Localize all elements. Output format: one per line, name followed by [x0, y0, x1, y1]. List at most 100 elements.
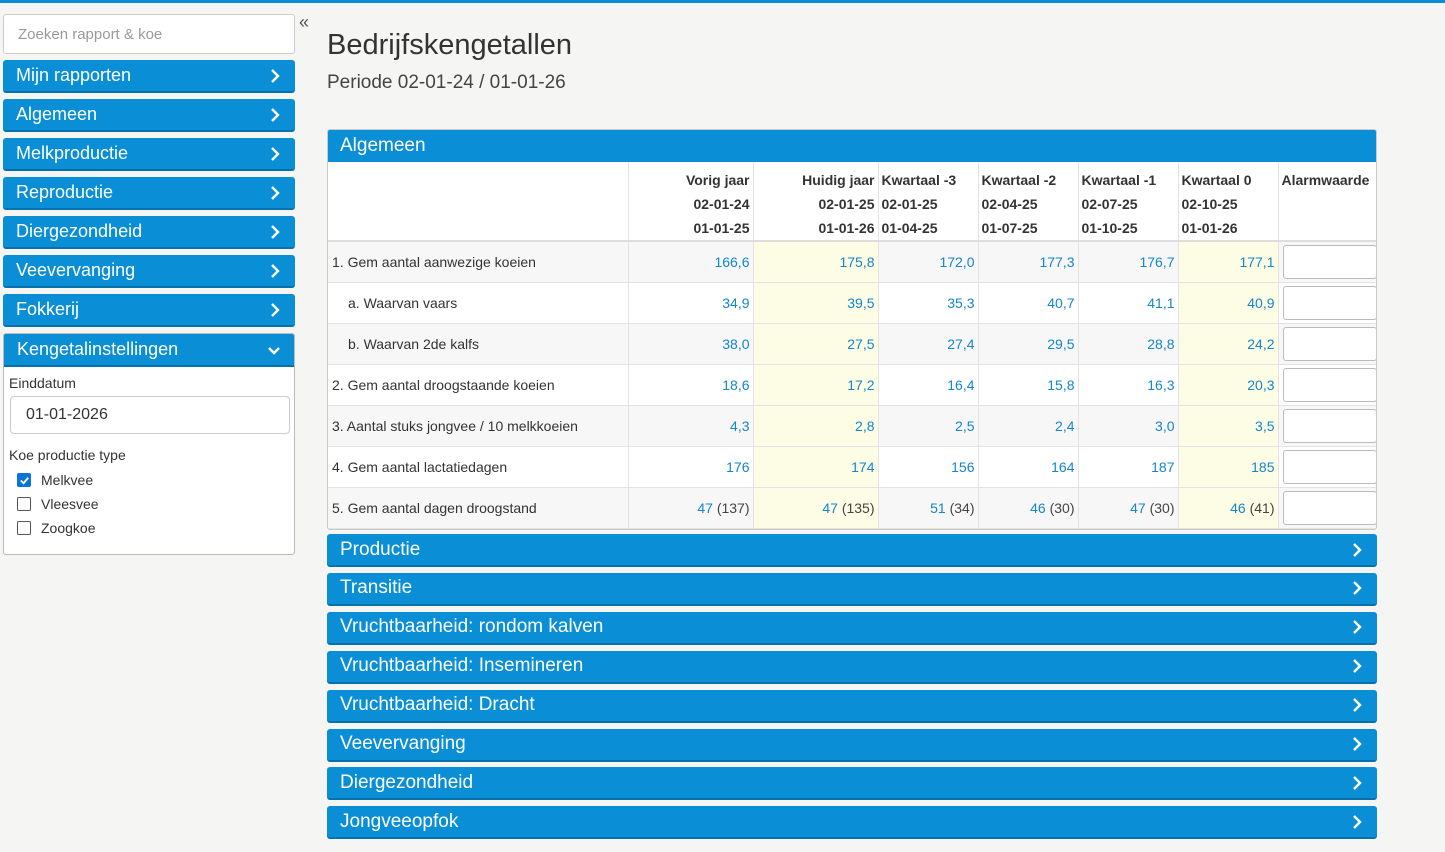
alarm-input[interactable] — [1282, 449, 1376, 484]
cell-value-link[interactable]: 34,9 — [722, 294, 750, 311]
cell-value-link[interactable]: 47 — [1130, 499, 1146, 516]
cell-value-link[interactable]: 47 — [697, 499, 713, 516]
cell-value-link[interactable]: 24,2 — [1247, 335, 1275, 352]
checkbox-row-vleesvee[interactable]: Vleesvee — [9, 492, 289, 516]
sidebar-item-label: Kengetalinstellingen — [17, 339, 179, 359]
table-cell: 2,4 — [978, 405, 1079, 447]
cell-value-link[interactable]: 46 — [1030, 499, 1046, 516]
cell-value-link[interactable]: 16,3 — [1147, 376, 1175, 393]
cell-value-link[interactable]: 156 — [951, 458, 975, 475]
checkbox[interactable] — [17, 521, 31, 535]
cell-value-link[interactable]: 164 — [1051, 458, 1075, 475]
alarm-input[interactable] — [1282, 490, 1376, 525]
cell-value-link[interactable]: 17,2 — [847, 376, 875, 393]
cell-value-link[interactable]: 41,1 — [1147, 294, 1175, 311]
alarm-cell — [1278, 364, 1376, 406]
chevron-right-icon — [271, 263, 280, 278]
column-end-date: 01-01-25 — [693, 220, 750, 236]
cell-value-link[interactable]: 2,8 — [855, 417, 875, 434]
cell-value-link[interactable]: 51 — [930, 499, 946, 516]
cell-value-link[interactable]: 38,0 — [722, 335, 750, 352]
cell-value-link[interactable]: 177,1 — [1239, 253, 1275, 270]
settings-panel: Kengetalinstellingen Einddatum 01-01-202… — [3, 333, 295, 555]
column-end-date: 01-01-26 — [1181, 220, 1238, 236]
cell-value-link[interactable]: 172,0 — [939, 253, 975, 270]
cell-value-link[interactable]: 176,7 — [1139, 253, 1175, 270]
row-label: b. Waarvan 2de kalfs — [328, 323, 629, 365]
alarm-input[interactable] — [1282, 326, 1376, 361]
alarm-input[interactable] — [1282, 244, 1376, 279]
table-row: 4. Gem aantal lactatiedagen 176 174 156 164 1… — [328, 446, 1376, 488]
cell-value-link[interactable]: 175,8 — [839, 253, 875, 270]
alarm-input[interactable] — [1282, 285, 1376, 320]
einddatum-input[interactable]: 01-01-2026 — [10, 396, 290, 434]
column-title: Kwartaal -1 — [1081, 172, 1157, 188]
sidebar-item-mijn-rapporten[interactable]: Mijn rapporten — [3, 60, 295, 93]
sidebar-item-fokkerij[interactable]: Fokkerij — [3, 294, 295, 327]
cell-value-link[interactable]: 39,5 — [847, 294, 875, 311]
cell-value-link[interactable]: 27,5 — [847, 335, 875, 352]
sidebar-item-kengetalinstellingen[interactable]: Kengetalinstellingen — [4, 334, 294, 367]
checkbox[interactable] — [17, 497, 31, 511]
cell-value-link[interactable]: 176 — [726, 458, 750, 475]
section-vruchtbaarheid-dracht[interactable]: Vruchtbaarheid: Dracht — [327, 689, 1377, 723]
cell-value-link[interactable]: 3,5 — [1255, 417, 1275, 434]
cell-value-link[interactable]: 15,8 — [1047, 376, 1075, 393]
row-label: 1. Gem aantal aanwezige koeien — [328, 241, 629, 283]
table-cell: 51 (34) — [878, 487, 979, 529]
section-transitie[interactable]: Transitie — [327, 572, 1377, 606]
page-title: Bedrijfskengetallen — [327, 29, 573, 61]
cell-value-link[interactable]: 2,4 — [1055, 417, 1075, 434]
cell-value-link[interactable]: 28,8 — [1147, 335, 1175, 352]
alarm-input[interactable] — [1282, 408, 1376, 443]
algemeen-header[interactable]: Algemeen — [328, 130, 1376, 162]
column-end-date: 01-04-25 — [881, 220, 938, 236]
cell-value-link[interactable]: 4,3 — [730, 417, 750, 434]
cell-value-link[interactable]: 47 — [822, 499, 838, 516]
table-cell: 177,1 — [1178, 241, 1279, 283]
cell-value-link[interactable]: 40,7 — [1047, 294, 1075, 311]
alarm-input[interactable] — [1282, 367, 1376, 402]
cell-extra: (30) — [1049, 499, 1075, 516]
cell-value-link[interactable]: 40,9 — [1247, 294, 1275, 311]
section-title: Productie — [340, 538, 421, 560]
sidebar-item-veevervanging[interactable]: Veevervanging — [3, 255, 295, 288]
table-cell: 18,6 — [628, 364, 754, 406]
alarm-column-header: Alarmwaarde — [1278, 162, 1376, 242]
cell-value-link[interactable]: 20,3 — [1247, 376, 1275, 393]
section-vruchtbaarheid-rondom-kalven[interactable]: Vruchtbaarheid: rondom kalven — [327, 611, 1377, 645]
cell-value-link[interactable]: 46 — [1230, 499, 1246, 516]
cell-value-link[interactable]: 174 — [851, 458, 875, 475]
column-end-date: 01-07-25 — [981, 220, 1038, 236]
cell-value-link[interactable]: 177,3 — [1039, 253, 1075, 270]
cell-value-link[interactable]: 2,5 — [955, 417, 975, 434]
table-cell: 28,8 — [1078, 323, 1179, 365]
sidebar-item-melkproductie[interactable]: Melkproductie — [3, 138, 295, 171]
table-cell: 166,6 — [628, 241, 754, 283]
cell-value-link[interactable]: 27,4 — [947, 335, 975, 352]
row-label: 3. Aantal stuks jongvee / 10 melkkoeien — [328, 405, 629, 447]
checkbox-checked[interactable] — [17, 473, 31, 487]
search-input[interactable]: Zoeken rapport & koe — [3, 14, 295, 54]
sidebar-item-diergezondheid[interactable]: Diergezondheid — [3, 216, 295, 249]
section-veevervanging[interactable]: Veevervanging — [327, 728, 1377, 762]
cell-value-link[interactable]: 185 — [1251, 458, 1275, 475]
cell-value-link[interactable]: 3,0 — [1155, 417, 1175, 434]
section-diergezondheid[interactable]: Diergezondheid — [327, 767, 1377, 801]
cell-value-link[interactable]: 16,4 — [947, 376, 975, 393]
section-vruchtbaarheid-insemineren[interactable]: Vruchtbaarheid: Insemineren — [327, 650, 1377, 684]
collapse-sidebar-icon[interactable]: « — [299, 12, 310, 32]
cell-value-link[interactable]: 166,6 — [714, 253, 750, 270]
section-jongveeopfok[interactable]: Jongveeopfok — [327, 806, 1377, 840]
cell-value-link[interactable]: 187 — [1151, 458, 1175, 475]
cell-value-link[interactable]: 29,5 — [1047, 335, 1075, 352]
section-productie[interactable]: Productie — [327, 534, 1377, 567]
sidebar-item-reproductie[interactable]: Reproductie — [3, 177, 295, 210]
table-cell: 16,3 — [1078, 364, 1179, 406]
table-cell: 187 — [1078, 446, 1179, 488]
cell-value-link[interactable]: 35,3 — [947, 294, 975, 311]
cell-value-link[interactable]: 18,6 — [722, 376, 750, 393]
sidebar-item-algemeen[interactable]: Algemeen — [3, 99, 295, 132]
checkbox-row-melkvee[interactable]: Melkvee — [9, 468, 289, 492]
checkbox-row-zoogkoe[interactable]: Zoogkoe — [9, 516, 289, 540]
